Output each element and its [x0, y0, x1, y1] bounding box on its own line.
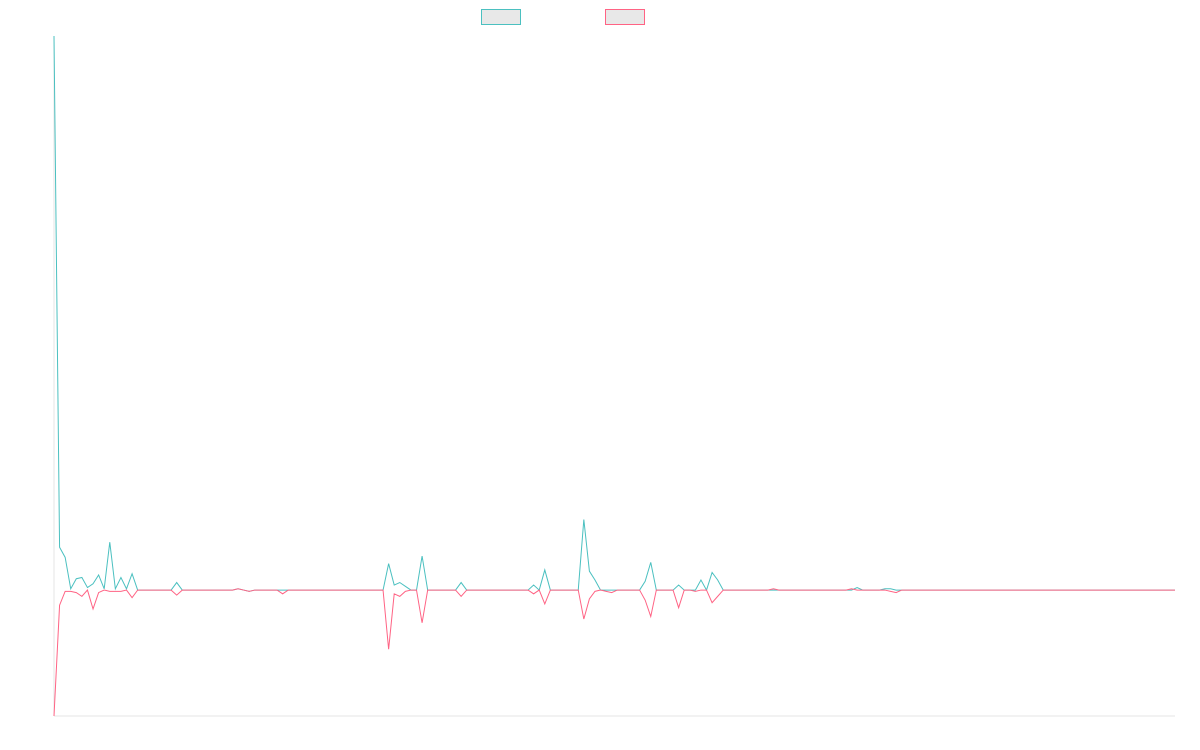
legend-swatch-series-1[interactable] [481, 9, 521, 25]
series-layer [53, 35, 1175, 717]
legend-swatch-series-2[interactable] [605, 9, 645, 25]
series-line-1 [53, 35, 1175, 592]
series-line-2 [53, 588, 1175, 717]
axes [53, 36, 1175, 717]
